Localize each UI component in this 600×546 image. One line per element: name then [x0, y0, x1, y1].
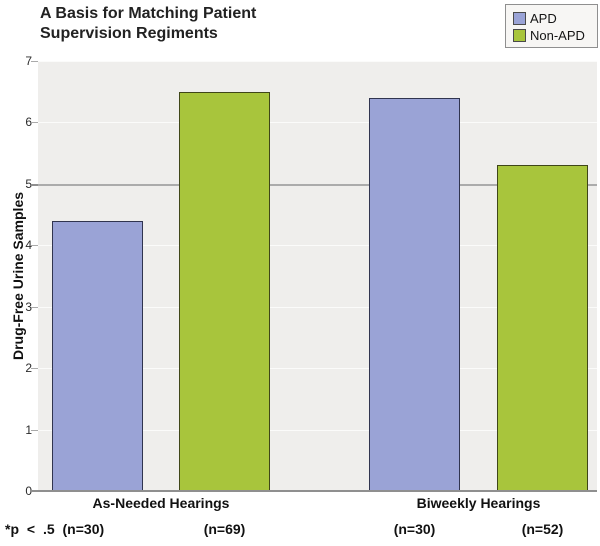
gridline-2	[38, 368, 597, 370]
legend-swatch-non-apd	[513, 29, 526, 42]
chart-title: A Basis for Matching Patient Supervision…	[40, 4, 256, 44]
legend-label-apd: APD	[530, 11, 557, 26]
y-tick-mark-6	[31, 122, 38, 124]
y-tick-mark-1	[31, 429, 38, 431]
gridline-4	[38, 245, 597, 247]
gridline-7	[38, 61, 597, 62]
y-tick-mark-5	[31, 183, 38, 186]
y-tick-label-4: 4	[25, 238, 32, 253]
chart-title-line2: Supervision Regiments	[40, 25, 218, 42]
y-tick-label-6: 6	[25, 115, 32, 130]
category-label-biweekly-hearings: Biweekly Hearings	[416, 495, 541, 511]
legend-label-non-apd: Non-APD	[530, 28, 585, 43]
y-tick-label-2: 2	[25, 361, 32, 376]
bar-non-apd-biweekly-hearings	[497, 165, 588, 491]
bar-apd-biweekly-hearings	[369, 98, 460, 491]
reference-gridline-5	[38, 183, 597, 186]
y-tick-label-3: 3	[25, 299, 32, 314]
y-tick-label-5: 5	[25, 176, 32, 191]
category-label-as-needed-hearings: As-Needed Hearings	[92, 495, 230, 511]
y-tick-label-1: 1	[25, 422, 32, 437]
gridline-3	[38, 306, 597, 308]
plot-area	[38, 61, 597, 491]
legend-swatch-apd	[513, 12, 526, 25]
legend-item-non-apd: Non-APD	[513, 27, 597, 44]
y-tick-label-7: 7	[25, 54, 32, 68]
n-label-bar-2: (n=69)	[203, 521, 246, 537]
bar-non-apd-as-needed-hearings	[179, 92, 270, 491]
n-label-bar-4: (n=52)	[521, 521, 564, 537]
significance-footnote: *p < .5 (n=30)	[5, 521, 105, 537]
legend-item-apd: APD	[513, 10, 597, 27]
y-tick-label-0: 0	[25, 484, 32, 498]
gridline-1	[38, 429, 597, 431]
y-tick-mark-2	[31, 368, 38, 370]
y-tick-mark-3	[31, 306, 38, 308]
n-label-bar-3: (n=30)	[393, 521, 436, 537]
legend: APD Non-APD	[505, 4, 598, 48]
chart-title-line1: A Basis for Matching Patient	[40, 5, 257, 22]
bar-apd-as-needed-hearings	[52, 221, 143, 491]
y-tick-mark-7	[31, 61, 38, 62]
x-axis-line	[31, 490, 597, 492]
y-tick-mark-4	[31, 245, 38, 247]
gridline-6	[38, 122, 597, 124]
